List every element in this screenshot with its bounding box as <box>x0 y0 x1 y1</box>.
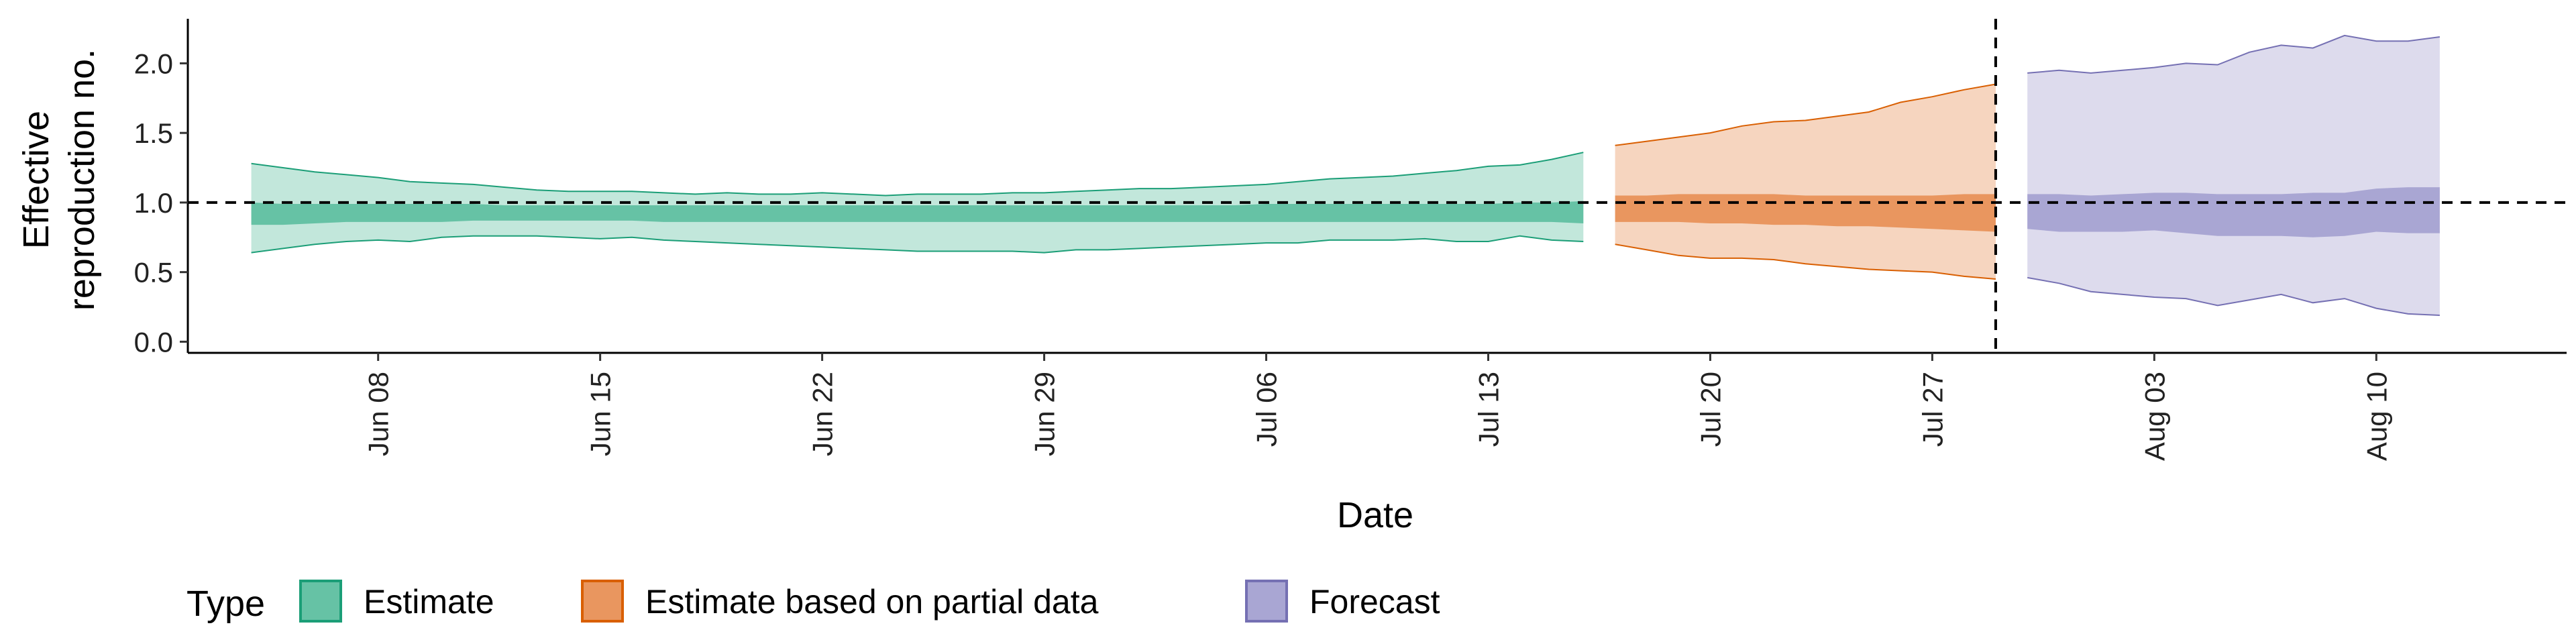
x-tick-label: Aug 03 <box>2139 372 2170 461</box>
legend-key-forecast <box>1245 580 1288 623</box>
legend: Type Estimate Estimate based on partial d… <box>186 580 1440 624</box>
y-ticks: 0.0 0.5 1.0 1.5 2.0 <box>134 48 188 358</box>
y-axis-title-line-2: reproduction no. <box>62 49 102 311</box>
x-tick-label: Jun 29 <box>1029 372 1061 456</box>
x-tick-label: Jul 13 <box>1473 372 1505 447</box>
x-axis-title: Date <box>1337 495 1413 535</box>
reference-lines <box>188 19 2567 353</box>
band-90-forecast <box>2027 35 2440 316</box>
upper-90-line-estimate <box>251 152 1584 197</box>
series-forecast <box>2027 34 2440 316</box>
x-tick-label: Jul 27 <box>1917 372 1948 447</box>
lower-90-line-forecast <box>2027 276 2440 316</box>
legend-label-estimate-based-on-partial-data: Estimate based on partial data <box>645 583 1099 621</box>
band-50-estimate <box>251 201 1584 225</box>
y-axis-title-line-1: Effective <box>16 111 56 249</box>
legend-key-estimate-based-on-partial-data <box>581 580 624 623</box>
x-tick-label: Jun 08 <box>363 372 394 456</box>
legend-key-estimate <box>299 580 342 623</box>
legend-item-estimate-based-on-partial-data: Estimate based on partial data <box>581 580 1099 623</box>
y-tick-label: 2.0 <box>134 48 173 79</box>
y-tick-label: 0.0 <box>134 326 173 358</box>
series-bands <box>251 34 2440 316</box>
x-tick-label: Jul 06 <box>1251 372 1283 447</box>
series-estimate-based-on-partial-data <box>1615 83 1996 280</box>
x-tick-label: Jun 22 <box>807 372 839 456</box>
upper-90-line-estimate-based-on-partial-data <box>1615 83 1996 146</box>
x-tick-label: Jun 15 <box>585 372 616 456</box>
lower-90-line-estimate <box>251 235 1584 254</box>
band-50-forecast <box>2027 187 2440 237</box>
x-tick-label: Aug 10 <box>2361 372 2392 461</box>
y-tick-label: 1.0 <box>134 187 173 219</box>
upper-90-line-forecast <box>2027 34 2440 74</box>
x-tick-label: Jul 20 <box>1695 372 1726 447</box>
band-90-estimate-based-on-partial-data <box>1615 84 1996 279</box>
y-tick-label: 1.5 <box>134 117 173 149</box>
legend-label-estimate: Estimate <box>364 583 494 621</box>
x-ticks: Jun 08 Jun 15 Jun 22 Jun 29 Jul 06 Jul 13 Jul … <box>363 353 2392 461</box>
y-tick-label: 0.5 <box>134 257 173 288</box>
series-estimate <box>251 152 1584 254</box>
axes <box>186 19 2567 354</box>
legend-title: Type <box>186 584 265 624</box>
band-90-estimate <box>251 152 1584 253</box>
legend-item-forecast: Forecast <box>1245 580 1440 623</box>
legend-label-forecast: Forecast <box>1309 583 1440 621</box>
legend-items: Estimate Estimate based on partial data Fo… <box>299 580 1440 623</box>
lower-90-line-estimate-based-on-partial-data <box>1615 244 1996 280</box>
legend-item-estimate: Estimate <box>299 580 494 623</box>
